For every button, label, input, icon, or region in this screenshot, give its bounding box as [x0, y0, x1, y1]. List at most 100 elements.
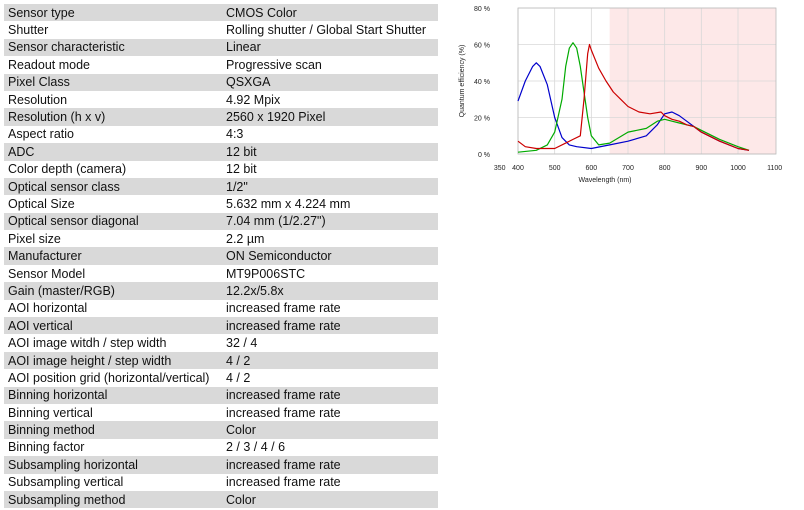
spec-row: Subsampling vertical increased frame rate	[4, 474, 438, 491]
spec-row: AOI image witdh / step width 32 / 4	[4, 334, 438, 351]
y-axis-label: Quantum efficiency (%)	[459, 45, 466, 118]
spec-row: AOI image height / step width 4 / 2	[4, 351, 438, 370]
spec-row: Sensor Model MT9P006STC	[4, 265, 438, 282]
spec-value: 1/2"	[222, 177, 438, 196]
spec-value: 4.92 Mpix	[226, 92, 281, 107]
spec-label: Binning method	[4, 421, 222, 439]
spec-row: Optical Size 5.632 mm x 4.224 mm	[4, 195, 438, 212]
spec-label: Aspect ratio	[8, 127, 75, 142]
spec-label: AOI image witdh / step width	[8, 336, 167, 351]
spec-label: Subsampling vertical	[8, 475, 124, 490]
x-axis-label: Wavelength (nm)	[578, 177, 631, 184]
x-tick-label: 1000	[730, 165, 746, 172]
spec-label: Sensor Model	[8, 266, 86, 281]
spec-label: AOI image height / step width	[4, 351, 222, 370]
spec-value: increased frame rate	[226, 301, 341, 316]
spec-row: Binning factor 2 / 3 / 4 / 6	[4, 439, 438, 456]
spec-label: Binning horizontal	[4, 386, 222, 404]
spec-value: 12 bit	[222, 143, 438, 161]
spec-row: Resolution (h x v) 2560 x 1920 Pixel	[4, 108, 438, 126]
spec-label: ADC	[4, 143, 222, 161]
spec-row: Pixel Class QSXGA	[4, 73, 438, 91]
spec-label: Resolution	[8, 92, 68, 107]
spec-row: Binning method Color	[4, 421, 438, 439]
spec-label: Shutter	[8, 23, 49, 38]
x-tick-label: 400	[512, 165, 524, 172]
spec-row: Subsampling method Color	[4, 490, 438, 509]
spec-value: Color	[222, 490, 438, 509]
spec-row: Optical sensor diagonal 7.04 mm (1/2.27")	[4, 212, 438, 231]
x-tick-label: 600	[585, 165, 597, 172]
spec-row: Sensor type CMOS Color	[4, 4, 438, 22]
x-tick-label: 1100	[767, 165, 782, 172]
spec-value: 12.2x/5.8x	[222, 282, 438, 300]
spec-row: ADC 12 bit	[4, 143, 438, 161]
spec-row: Sensor characteristic Linear	[4, 38, 438, 57]
qe-chart-svg: 0 % 20 % 40 % 60 % 80 % 350 400 500 600 700 800 900…	[459, 6, 782, 184]
y-tick-label: 60 %	[474, 43, 490, 50]
spec-label: Sensor type	[4, 4, 222, 22]
spec-row: Aspect ratio 4:3	[4, 126, 438, 143]
spec-label: Subsampling horizontal	[4, 456, 222, 474]
spec-row: Binning vertical increased frame rate	[4, 404, 438, 421]
spec-value: 7.04 mm (1/2.27")	[222, 212, 438, 231]
spec-value: 2.2 µm	[226, 231, 265, 246]
spec-value: Progressive scan	[226, 57, 322, 72]
spec-label: AOI position grid (horizontal/vertical)	[8, 370, 210, 385]
spec-label: Optical sensor class	[4, 177, 222, 196]
spec-value: 12 bit	[226, 162, 257, 177]
spec-value: increased frame rate	[226, 405, 341, 420]
spec-label: Resolution (h x v)	[4, 108, 222, 126]
y-tick-label: 20 %	[474, 116, 490, 123]
spec-value: 5.632 mm x 4.224 mm	[226, 196, 351, 211]
spec-label: Subsampling method	[4, 490, 222, 509]
spec-label: AOI vertical	[4, 317, 222, 335]
series-line	[517, 43, 750, 151]
spec-value: increased frame rate	[222, 317, 438, 335]
x-tick-label: 800	[659, 165, 671, 172]
spec-label: Sensor characteristic	[4, 38, 222, 57]
x-tick-label: 350	[494, 165, 506, 172]
spec-value: Color	[222, 421, 438, 439]
y-tick-label: 80 %	[474, 6, 490, 13]
spec-row: Gain (master/RGB) 12.2x/5.8x	[4, 282, 438, 300]
spec-label: Optical Size	[8, 196, 75, 211]
quantum-efficiency-chart: 0 % 20 % 40 % 60 % 80 % 350 400 500 600 700 800 900…	[448, 0, 804, 200]
x-tick-label: 700	[622, 165, 634, 172]
spec-label: Pixel size	[8, 231, 61, 246]
spec-row: Pixel size 2.2 µm	[4, 230, 438, 247]
spec-row: Color depth (camera) 12 bit	[4, 161, 438, 178]
spec-value: 4 / 2	[226, 370, 251, 385]
x-tick-label: 900	[695, 165, 707, 172]
spec-label: Gain (master/RGB)	[4, 282, 222, 300]
spec-value: CMOS Color	[222, 4, 438, 22]
y-tick-label: 40 %	[474, 79, 490, 86]
spec-value: Linear	[222, 38, 438, 57]
spec-label: Readout mode	[8, 57, 91, 72]
x-tick-label: 500	[549, 165, 561, 172]
spec-value: 4 / 2	[222, 351, 438, 370]
spec-value: Rolling shutter / Global Start Shutter	[226, 23, 427, 38]
spec-value: QSXGA	[222, 73, 438, 91]
spec-row: AOI position grid (horizontal/vertical) 4…	[4, 369, 438, 386]
plot-frame	[517, 7, 777, 155]
spec-row: Resolution 4.92 Mpix	[4, 91, 438, 108]
y-tick-label: 0 %	[478, 152, 490, 159]
spec-row: AOI vertical increased frame rate	[4, 317, 438, 335]
spec-row: Shutter Rolling shutter / Global Start Sh…	[4, 21, 438, 38]
spec-value: increased frame rate	[226, 475, 341, 490]
spec-label: AOI horizontal	[8, 301, 88, 316]
sensor-spec-table: Sensor type CMOS Color Shutter Rolling shut…	[4, 4, 438, 509]
spec-label: Pixel Class	[4, 73, 222, 91]
spec-value: 4:3	[226, 127, 244, 142]
spec-label: Manufacturer	[4, 247, 222, 265]
spec-row: Manufacturer ON Semiconductor	[4, 247, 438, 265]
spec-row: Readout mode Progressive scan	[4, 56, 438, 73]
spec-label: Color depth (camera)	[8, 162, 127, 177]
spec-value: MT9P006STC	[226, 266, 306, 281]
spec-value: 2 / 3 / 4 / 6	[226, 440, 286, 455]
spec-value: 2560 x 1920 Pixel	[222, 108, 438, 126]
spec-value: increased frame rate	[222, 456, 438, 474]
spec-row: Optical sensor class 1/2"	[4, 177, 438, 196]
spec-row: Binning horizontal increased frame rate	[4, 386, 438, 404]
